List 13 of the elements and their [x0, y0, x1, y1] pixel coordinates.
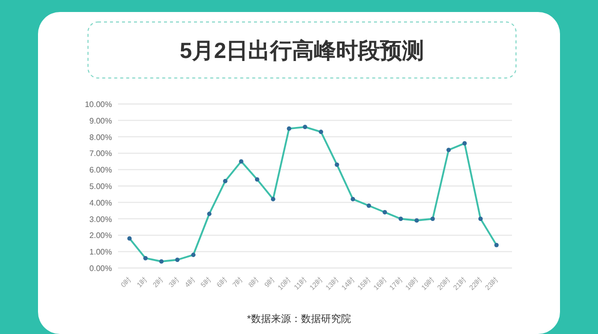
y-tick-label: 5.00%	[89, 182, 112, 191]
y-tick-label: 8.00%	[89, 132, 112, 142]
text: *数据来源：数据研究院	[247, 313, 351, 325]
y-tick-label: 9.00%	[89, 116, 112, 126]
y-tick-label: 1.00%	[89, 248, 112, 257]
title: 5月2日出行高峰时段预测	[180, 38, 424, 63]
y-tick-label: 2.00%	[89, 231, 112, 240]
y-tick-label: 0.00%	[89, 264, 112, 273]
y-tick-label: 4.00%	[89, 198, 112, 208]
y-tick-label: 6.00%	[89, 166, 112, 175]
y-tick-label: 7.00%	[89, 149, 112, 158]
y-tick-label: 10.00%	[84, 100, 112, 109]
y-tick-label: 3.00%	[89, 214, 112, 224]
